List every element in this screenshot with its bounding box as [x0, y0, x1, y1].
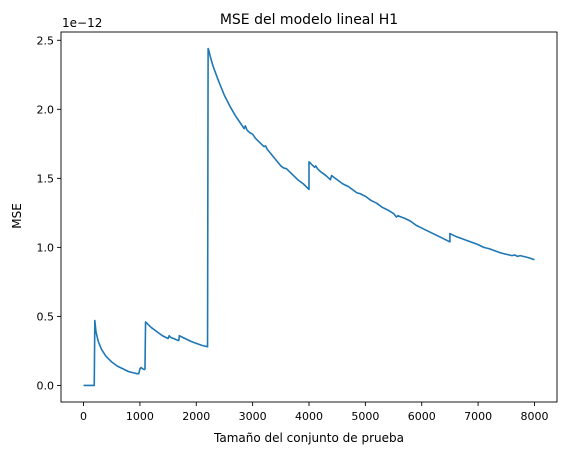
x-tick-label-0: 0: [80, 410, 87, 423]
y-axis-label: MSE: [10, 203, 24, 229]
x-tick-label-3000: 3000: [239, 410, 267, 423]
y-tick-label-2: 2.0: [37, 103, 55, 116]
x-tick-label-5000: 5000: [351, 410, 379, 423]
y-tick-label-0: 0.0: [37, 379, 55, 392]
x-tick-label-4000: 4000: [295, 410, 323, 423]
y-tick-label-1: 1.0: [37, 241, 55, 254]
x-axis-label: Tamaño del conjunto de prueba: [213, 431, 404, 445]
x-tick-label-6000: 6000: [408, 410, 436, 423]
y-tick-label-1.5: 1.5: [37, 172, 55, 185]
x-tick-label-7000: 7000: [464, 410, 492, 423]
y-tick-label-0.5: 0.5: [37, 310, 55, 323]
x-tick-label-8000: 8000: [520, 410, 548, 423]
plot-area: 0 1000 2000 3000 4000 5000 6000 7000 8000 0.0 0.5 1…: [37, 31, 558, 423]
chart-title: MSE del modelo lineal H1: [220, 12, 398, 28]
x-tick-label-1000: 1000: [126, 410, 154, 423]
y-tick-label-2.5: 2.5: [37, 34, 55, 47]
x-tick-label-2000: 2000: [182, 410, 210, 423]
y-offset-label: 1e−12: [62, 16, 102, 30]
series-line-0: [83, 47, 535, 387]
